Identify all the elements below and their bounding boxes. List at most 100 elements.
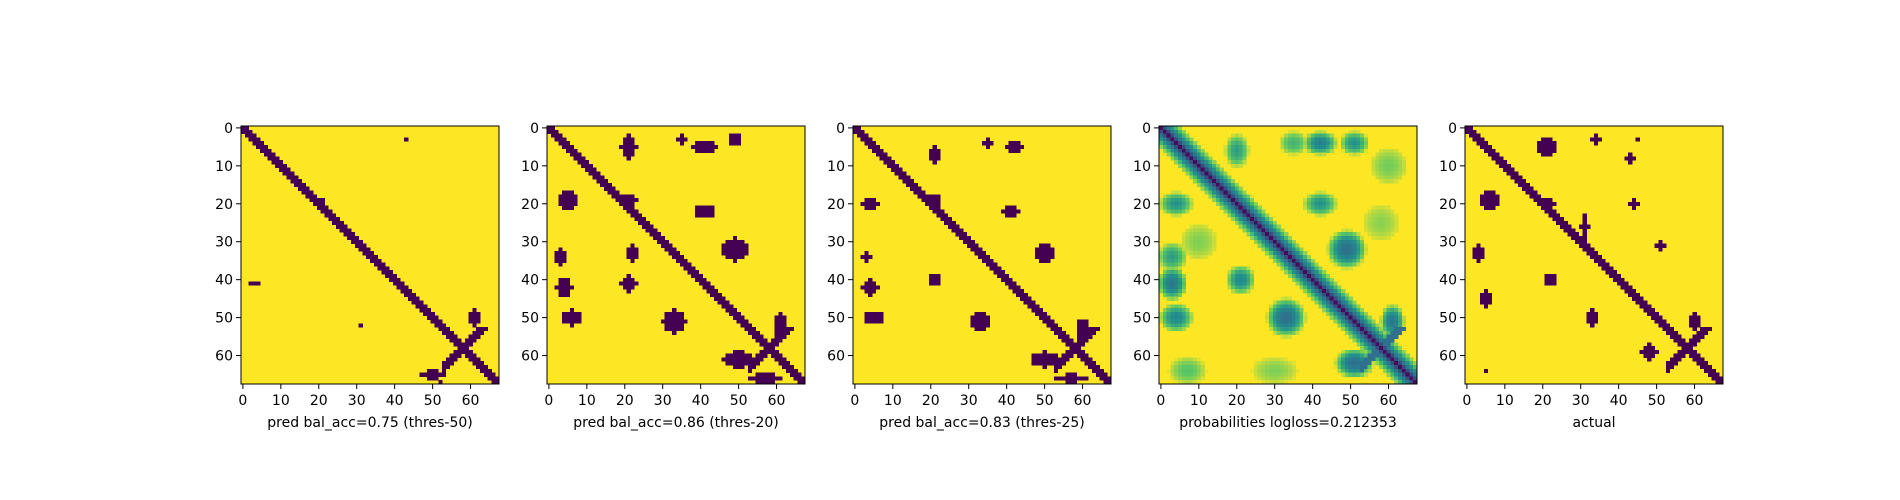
heatmap-cell bbox=[1174, 129, 1179, 134]
heatmap-cell bbox=[1288, 334, 1293, 339]
heatmap-cell bbox=[1363, 224, 1369, 229]
heatmap-cell bbox=[1382, 346, 1387, 351]
y-tick-label: 60 bbox=[1133, 349, 1151, 365]
heatmap-cell bbox=[864, 315, 869, 320]
heatmap-cell bbox=[778, 357, 783, 362]
heatmap-cell bbox=[1707, 372, 1712, 377]
heatmap-cell bbox=[626, 289, 631, 294]
heatmap-cell bbox=[1348, 349, 1353, 354]
heatmap-cell bbox=[1170, 323, 1175, 328]
heatmap-cell bbox=[1272, 357, 1277, 362]
heatmap-cell bbox=[1276, 300, 1281, 305]
heatmap-cell bbox=[1016, 285, 1021, 290]
heatmap-cell bbox=[898, 171, 903, 176]
heatmap-cell bbox=[1348, 137, 1353, 142]
heatmap-cell bbox=[1181, 380, 1186, 385]
heatmap-cell bbox=[1341, 323, 1346, 328]
heatmap-cell bbox=[558, 194, 563, 199]
heatmap-cell bbox=[565, 315, 571, 320]
heatmap-cell bbox=[1544, 137, 1549, 142]
heatmap-cell bbox=[358, 323, 363, 328]
heatmap-cell bbox=[1269, 251, 1274, 256]
heatmap-cell bbox=[404, 137, 409, 142]
heatmap-cell bbox=[1590, 137, 1595, 142]
heatmap-cell bbox=[864, 258, 869, 263]
heatmap-cell bbox=[1673, 361, 1678, 366]
heatmap-cell bbox=[1390, 353, 1395, 358]
heatmap-cell bbox=[1375, 232, 1380, 237]
heatmap-cell bbox=[1371, 330, 1376, 336]
heatmap-cell bbox=[1487, 152, 1492, 157]
heatmap-cell bbox=[966, 243, 971, 248]
heatmap-cell bbox=[468, 338, 473, 343]
heatmap-cell bbox=[1325, 311, 1331, 317]
heatmap-cell bbox=[729, 133, 734, 138]
heatmap-cell bbox=[683, 262, 688, 267]
heatmap-cell bbox=[1185, 152, 1190, 157]
heatmap-cell bbox=[1280, 232, 1285, 237]
heatmap-cell bbox=[1162, 247, 1167, 252]
heatmap-cell bbox=[1204, 167, 1209, 172]
heatmap-cell bbox=[1379, 334, 1384, 339]
heatmap-cell bbox=[1322, 300, 1327, 305]
heatmap-cell bbox=[1306, 137, 1312, 142]
heatmap-cell bbox=[278, 163, 284, 169]
heatmap-cell bbox=[1647, 342, 1652, 347]
heatmap-cell bbox=[868, 205, 873, 210]
heatmap-cell bbox=[1170, 213, 1175, 218]
heatmap-cell bbox=[385, 273, 390, 279]
heatmap-cell bbox=[1246, 232, 1251, 237]
heatmap-cell bbox=[603, 186, 609, 191]
heatmap-cell bbox=[1318, 141, 1323, 146]
heatmap-cell bbox=[1348, 129, 1353, 134]
heatmap-cell bbox=[1594, 315, 1599, 320]
heatmap-cell bbox=[1054, 357, 1059, 362]
heatmap-cell bbox=[1337, 357, 1342, 362]
heatmap-cell bbox=[672, 308, 677, 313]
heatmap-cell bbox=[1231, 179, 1236, 184]
heatmap-cell bbox=[354, 236, 359, 241]
heatmap-cell bbox=[1363, 319, 1369, 324]
heatmap-cell bbox=[1177, 308, 1183, 313]
heatmap-cell bbox=[1382, 349, 1387, 354]
heatmap-cell bbox=[1303, 251, 1308, 256]
heatmap-cell bbox=[554, 251, 559, 256]
heatmap-cell bbox=[641, 217, 646, 222]
heatmap-cell bbox=[1476, 258, 1481, 263]
heatmap-cell bbox=[1318, 129, 1323, 134]
heatmap-cell bbox=[868, 285, 873, 290]
heatmap-cell bbox=[1719, 376, 1724, 381]
heatmap-cell bbox=[860, 137, 865, 142]
heatmap-cell bbox=[1231, 182, 1236, 188]
heatmap-cell bbox=[1386, 148, 1391, 153]
heatmap-cell bbox=[1295, 330, 1300, 336]
heatmap-cell bbox=[871, 289, 877, 294]
heatmap-cell bbox=[1476, 243, 1481, 248]
heatmap-cell bbox=[1352, 319, 1357, 324]
heatmap-cell bbox=[1166, 281, 1171, 286]
heatmap-cell bbox=[1344, 327, 1350, 332]
heatmap-cell bbox=[309, 194, 314, 199]
heatmap-cell bbox=[732, 361, 738, 366]
heatmap-cell bbox=[1204, 179, 1209, 184]
heatmap-cell bbox=[1382, 338, 1387, 343]
heatmap-cell bbox=[1272, 376, 1277, 381]
heatmap-cell bbox=[778, 334, 783, 339]
heatmap-cell bbox=[989, 141, 994, 146]
heatmap-cell bbox=[476, 357, 481, 362]
heatmap-cell bbox=[1295, 141, 1300, 146]
heatmap-cell bbox=[1685, 349, 1690, 354]
heatmap-cell bbox=[1688, 342, 1693, 347]
heatmap-cell bbox=[1379, 315, 1384, 320]
heatmap-cell bbox=[1162, 251, 1167, 256]
heatmap-cell bbox=[774, 353, 779, 358]
heatmap-cell bbox=[472, 361, 477, 366]
heatmap-cell bbox=[1306, 133, 1312, 138]
heatmap-cell bbox=[1054, 376, 1059, 381]
heatmap-cell bbox=[1166, 129, 1171, 134]
heatmap-cell bbox=[736, 251, 741, 256]
heatmap-cell bbox=[366, 251, 371, 256]
heatmap-cell bbox=[1204, 232, 1209, 237]
heatmap-cell bbox=[978, 319, 983, 324]
heatmap-cell bbox=[1341, 308, 1346, 313]
